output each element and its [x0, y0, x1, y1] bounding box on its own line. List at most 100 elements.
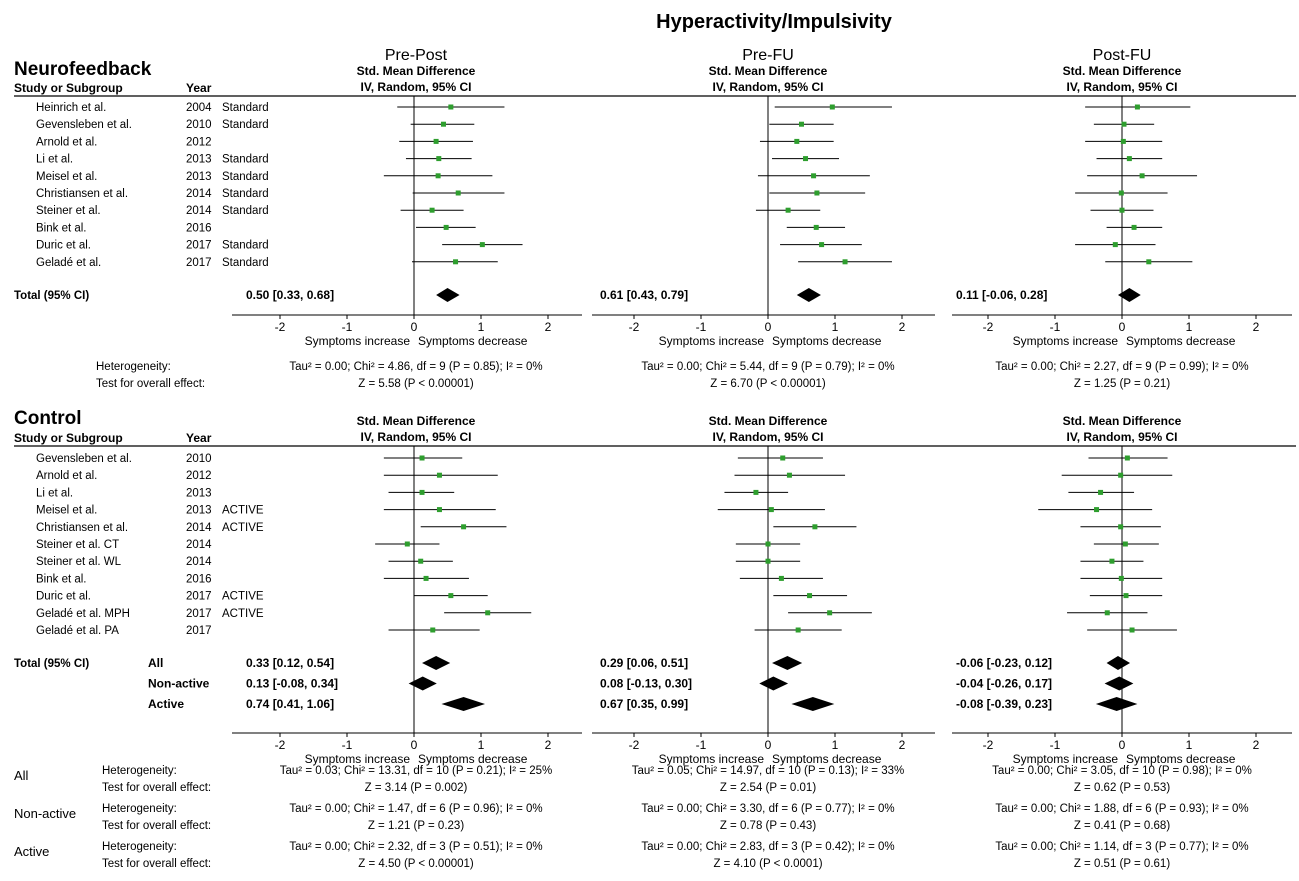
point-marker	[479, 242, 485, 248]
study-year: 2014	[186, 188, 212, 200]
point-marker	[440, 121, 446, 127]
summary-diamond	[772, 656, 803, 670]
summary-diamond	[796, 288, 821, 302]
study-tag: Standard	[222, 171, 269, 183]
point-marker	[778, 575, 784, 581]
tick-label: 0	[765, 320, 772, 334]
point-marker	[1134, 104, 1140, 110]
stats-group-label: All	[14, 768, 29, 783]
tick-label: -1	[696, 320, 707, 334]
tick-label: 1	[1186, 320, 1193, 334]
heterogeneity-text: Tau² = 0.00; Chi² = 1.14, df = 3 (P = 0.…	[995, 841, 1248, 853]
point-marker	[1109, 558, 1115, 564]
study-tag: Standard	[222, 102, 269, 114]
study-name: Christiansen et al.	[36, 522, 128, 534]
point-marker	[419, 489, 425, 495]
study-tag: Standard	[222, 188, 269, 200]
heterogeneity-label: Heterogeneity:	[96, 361, 171, 373]
tick-label: -1	[342, 738, 353, 752]
method-header-control-1: IV, Random, 95% CI	[713, 430, 824, 444]
study-name: Steiner et al. CT	[36, 539, 119, 551]
effect-header-neurofeedback-0: Std. Mean Difference	[357, 64, 476, 78]
tick-label: -1	[342, 320, 353, 334]
study-name: Meisel et al.	[36, 171, 97, 183]
point-marker	[1146, 259, 1152, 265]
point-marker	[435, 173, 441, 179]
point-marker	[429, 207, 435, 213]
study-year: 2014	[186, 539, 212, 551]
study-year: 2017	[186, 240, 212, 252]
study-year: 2017	[186, 591, 212, 603]
tick-label: 1	[1186, 738, 1193, 752]
column-title-post-fu: Post-FU	[1093, 47, 1152, 64]
point-marker	[799, 121, 804, 127]
point-marker	[1139, 173, 1145, 179]
point-marker	[780, 455, 786, 461]
column-title-pre-post: Pre-Post	[385, 47, 448, 64]
heterogeneity-text: Tau² = 0.03; Chi² = 13.31, df = 10 (P = …	[280, 765, 552, 777]
study-name: Meisel et al.	[36, 505, 97, 517]
point-marker	[453, 259, 459, 265]
point-marker	[827, 610, 833, 616]
tick-label: 0	[765, 738, 772, 752]
point-marker	[1118, 524, 1124, 530]
section-title-neurofeedback: Neurofeedback	[14, 59, 152, 80]
point-marker	[814, 190, 820, 196]
tick-label: -2	[275, 738, 286, 752]
tick-label: -2	[629, 738, 640, 752]
total-estimate-text: 0.33 [0.12, 0.54]	[246, 656, 334, 670]
tick-label: 1	[478, 320, 485, 334]
study-name: Bink et al.	[36, 222, 87, 234]
point-marker	[1120, 138, 1126, 144]
tick-label: 2	[545, 738, 552, 752]
point-marker	[418, 558, 424, 564]
point-marker	[813, 224, 819, 230]
point-marker	[433, 138, 439, 144]
study-name: Geladé et al.	[36, 257, 101, 269]
point-marker	[811, 173, 817, 179]
point-marker	[436, 156, 442, 162]
point-marker	[1129, 627, 1135, 633]
summary-diamond	[436, 288, 460, 302]
subgroup-label: All	[148, 656, 163, 670]
point-marker	[404, 541, 410, 547]
direction-label-increase: Symptoms increase	[1013, 334, 1119, 348]
study-tag: ACTIVE	[222, 522, 264, 534]
tick-label: 1	[478, 738, 485, 752]
point-marker	[1098, 489, 1104, 495]
heterogeneity-text: Tau² = 0.00; Chi² = 4.86, df = 9 (P = 0.…	[289, 361, 542, 373]
point-marker	[1126, 156, 1132, 162]
direction-label-decrease: Symptoms decrease	[418, 752, 528, 766]
summary-diamond	[1117, 288, 1141, 302]
point-marker	[768, 507, 774, 513]
study-name: Duric et al.	[36, 240, 91, 252]
point-marker	[842, 259, 848, 265]
heterogeneity-label: Heterogeneity:	[102, 841, 177, 853]
study-name: Bink et al.	[36, 573, 87, 585]
summary-diamond	[1104, 676, 1134, 691]
section-title-control: Control	[14, 408, 82, 429]
tick-label: 1	[832, 320, 839, 334]
study-header-control: Study or Subgroup	[14, 431, 123, 445]
summary-diamond	[759, 676, 789, 691]
heterogeneity-label: Heterogeneity:	[102, 803, 177, 815]
tick-label: 2	[545, 320, 552, 334]
direction-label-increase: Symptoms increase	[659, 752, 765, 766]
point-marker	[765, 558, 771, 564]
summary-diamond	[1106, 656, 1131, 670]
study-tag: Standard	[222, 240, 269, 252]
study-tag: Standard	[222, 205, 269, 217]
summary-diamond	[791, 697, 835, 711]
point-marker	[455, 190, 461, 196]
study-name: Geladé et al. MPH	[36, 608, 130, 620]
direction-label-decrease: Symptoms decrease	[1126, 334, 1236, 348]
point-marker	[1119, 207, 1125, 213]
point-marker	[436, 472, 442, 478]
point-marker	[1118, 190, 1124, 196]
total-estimate-text: 0.29 [0.06, 0.51]	[600, 656, 688, 670]
overall-effect-label: Test for overall effect:	[102, 820, 211, 832]
tick-label: -2	[275, 320, 286, 334]
point-marker	[794, 138, 800, 144]
direction-label-decrease: Symptoms decrease	[1126, 752, 1236, 766]
point-marker	[1118, 575, 1124, 581]
